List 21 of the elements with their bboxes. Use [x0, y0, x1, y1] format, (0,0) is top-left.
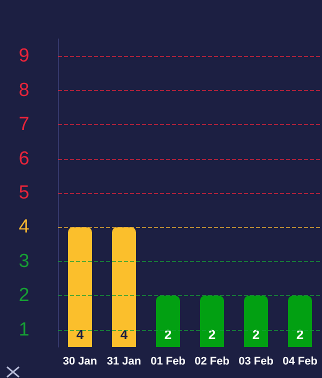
data-label: 4 [120, 327, 128, 342]
y-tick-label: 6 [18, 148, 30, 170]
y-tick-label: 5 [18, 182, 30, 204]
y-tick-label: 2 [18, 285, 30, 306]
y-tick-label: 7 [18, 114, 30, 136]
x-tick-label: 02 Feb [194, 356, 230, 368]
y-tick-label: 8 [18, 80, 30, 101]
data-label: 2 [208, 327, 216, 342]
data-label: 4 [76, 327, 84, 342]
x-tick-label: 01 Feb [150, 356, 186, 368]
x-tick-label: 31 Jan [106, 356, 142, 368]
y-tick-label: 1 [18, 319, 30, 340]
y-tick-label: 4 [18, 216, 30, 238]
data-label: 2 [252, 327, 260, 342]
y-tick-label: 3 [18, 250, 30, 272]
x-tick-label: 30 Jan [62, 356, 98, 368]
y-tick-label: 9 [18, 46, 30, 67]
x-tick-label: 03 Feb [238, 356, 274, 368]
data-label: 2 [164, 327, 172, 342]
x-tick-label: 04 Feb [282, 356, 318, 368]
data-label: 2 [296, 327, 304, 342]
